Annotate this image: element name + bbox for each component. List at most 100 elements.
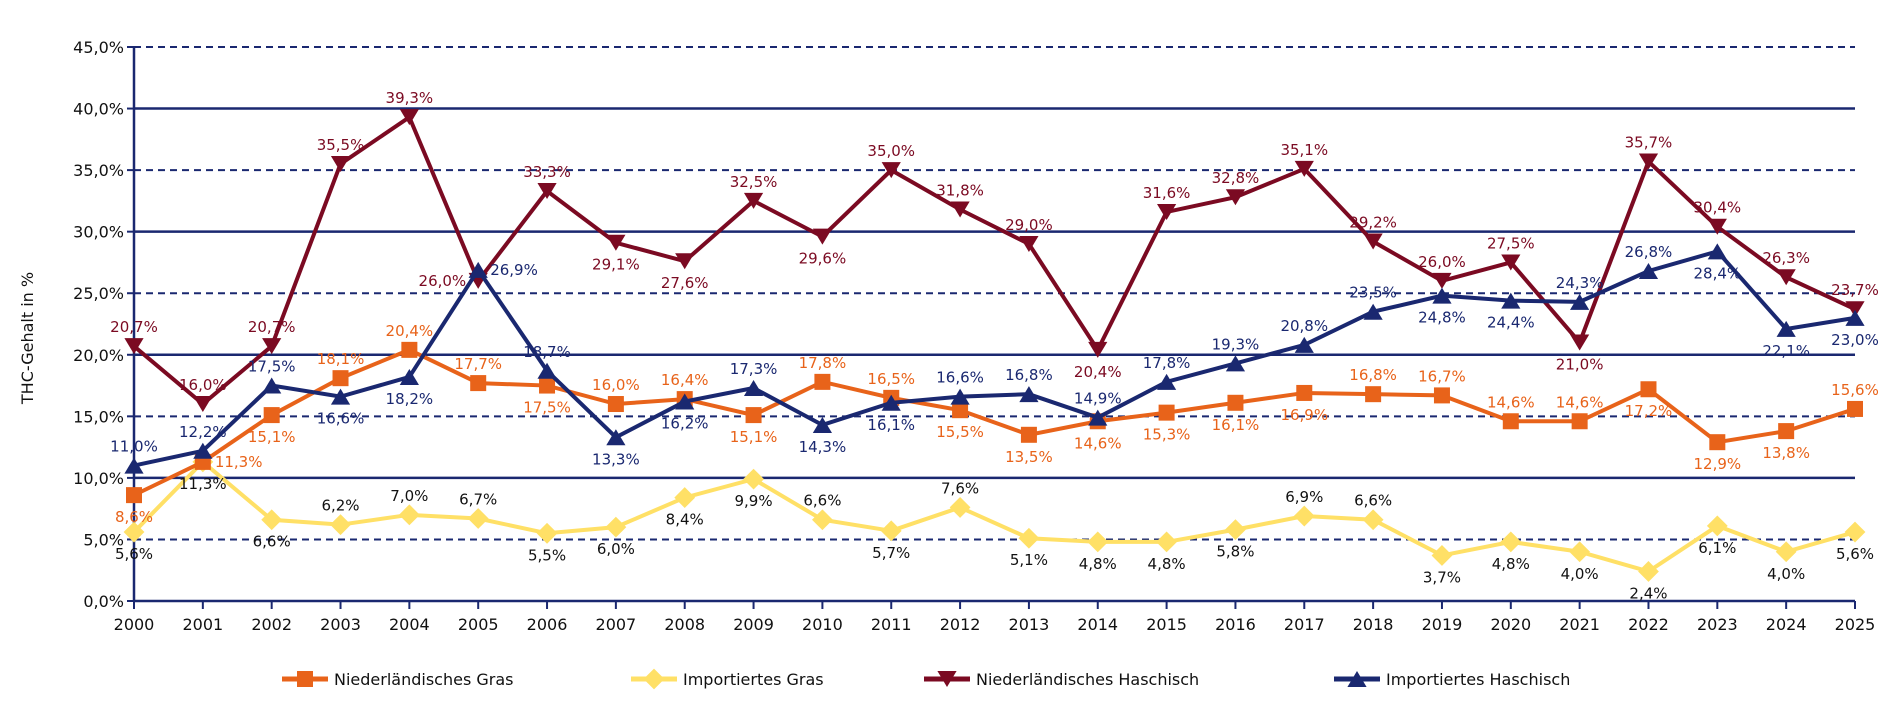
data-label: 7,0%	[390, 487, 428, 505]
data-point	[1571, 413, 1588, 430]
data-label: 29,2%	[1349, 214, 1397, 232]
data-label: 35,7%	[1625, 133, 1673, 151]
data-point	[1431, 545, 1453, 566]
data-label: 12,2%	[179, 423, 227, 441]
data-point	[605, 516, 627, 538]
data-label: 26,0%	[419, 272, 467, 290]
data-point	[1502, 413, 1519, 430]
data-point	[539, 377, 556, 394]
data-point	[812, 228, 832, 245]
data-label: 35,0%	[867, 142, 915, 160]
data-point	[262, 377, 282, 394]
data-point	[812, 509, 833, 531]
legend-label: Importiertes Gras	[683, 670, 824, 689]
x-tick-label: 2007	[596, 615, 637, 634]
data-point	[537, 362, 557, 379]
data-point	[1638, 263, 1659, 280]
data-label: 16,5%	[867, 370, 915, 388]
data-point	[1225, 189, 1246, 206]
data-label: 6,9%	[1285, 488, 1323, 506]
y-tick-label: 35,0%	[73, 161, 124, 180]
data-label: 13,3%	[592, 450, 640, 468]
y-tick-label: 0,0%	[83, 592, 124, 611]
data-label: 15,6%	[1831, 381, 1879, 399]
data-label: 11,3%	[215, 453, 263, 471]
data-label: 4,0%	[1561, 565, 1599, 583]
data-point	[1363, 303, 1383, 320]
data-point	[1365, 386, 1382, 403]
data-label: 16,9%	[1280, 406, 1328, 424]
data-point	[950, 201, 970, 218]
data-label: 20,8%	[1280, 317, 1328, 335]
data-point	[399, 368, 419, 385]
data-label: 6,2%	[321, 497, 359, 515]
data-label: 17,8%	[1143, 354, 1191, 372]
data-point	[743, 380, 764, 397]
data-label: 6,6%	[253, 533, 291, 551]
x-tick-label: 2015	[1146, 615, 1187, 634]
data-label: 18,7%	[523, 343, 571, 361]
data-label: 20,4%	[1074, 363, 1122, 381]
data-point	[1432, 272, 1452, 289]
legend-label: Niederländisches Gras	[334, 670, 513, 689]
data-label: 16,8%	[1349, 366, 1397, 384]
x-tick-label: 2014	[1077, 615, 1118, 634]
data-label: 26,3%	[1762, 249, 1810, 267]
y-tick-label: 30,0%	[73, 223, 124, 242]
data-label: 32,8%	[1212, 169, 1260, 187]
x-tick-label: 2011	[871, 615, 912, 634]
data-point	[814, 373, 831, 390]
data-point	[675, 253, 695, 270]
data-point	[401, 341, 418, 358]
data-point	[1158, 404, 1175, 421]
data-label: 29,0%	[1005, 216, 1053, 234]
data-labels: 8,6% 11,3% 15,1% 18,1% 20,4% 17,7% 17,5% 16,0% 1…	[110, 89, 1879, 602]
data-label: 5,6%	[1836, 545, 1874, 563]
data-point	[1088, 409, 1108, 426]
data-label: 30,4%	[1693, 199, 1741, 217]
data-point	[880, 520, 902, 542]
axes	[132, 47, 1855, 603]
x-tick-label: 2003	[320, 615, 361, 634]
data-point	[1707, 218, 1727, 235]
data-point	[1293, 505, 1315, 527]
data-label: 24,4%	[1487, 314, 1535, 332]
data-point	[537, 183, 557, 200]
data-point	[1778, 423, 1795, 440]
data-point	[1432, 287, 1452, 304]
x-tick-label: 2018	[1353, 615, 1394, 634]
data-point	[1156, 531, 1177, 553]
data-point	[1225, 519, 1246, 540]
x-tick-label: 2005	[458, 615, 499, 634]
data-point	[1225, 355, 1246, 372]
data-label: 20,7%	[110, 318, 158, 336]
data-point	[1847, 400, 1863, 417]
y-axis-title: THC-Gehalt in %	[18, 272, 37, 405]
data-point	[1776, 269, 1796, 286]
data-label: 35,5%	[317, 136, 365, 154]
legend-item: Niederländisches Haschisch	[924, 670, 1199, 689]
data-label: 13,8%	[1762, 444, 1810, 462]
data-label: 16,0%	[179, 376, 227, 394]
data-label: 26,8%	[1625, 243, 1673, 261]
data-point	[332, 370, 349, 387]
data-point	[263, 407, 280, 424]
data-point	[1362, 509, 1384, 531]
data-label: 22,1%	[1762, 342, 1810, 360]
data-point	[1640, 381, 1657, 398]
x-tick-label: 2012	[940, 615, 981, 634]
data-point	[1569, 541, 1591, 563]
x-tick-label: 2013	[1009, 615, 1050, 634]
y-tick-label: 25,0%	[73, 284, 124, 303]
x-tick-label: 2022	[1628, 615, 1669, 634]
data-point	[1775, 541, 1797, 563]
data-label: 15,5%	[936, 423, 984, 441]
data-point	[1501, 292, 1521, 309]
data-label: 15,1%	[730, 428, 778, 446]
series-niederl-ndisches-haschisch	[124, 109, 1865, 413]
data-point	[262, 338, 282, 355]
data-point	[1570, 293, 1590, 310]
data-point	[743, 192, 764, 209]
x-tick-label: 2010	[802, 615, 843, 634]
data-point	[1019, 235, 1039, 252]
